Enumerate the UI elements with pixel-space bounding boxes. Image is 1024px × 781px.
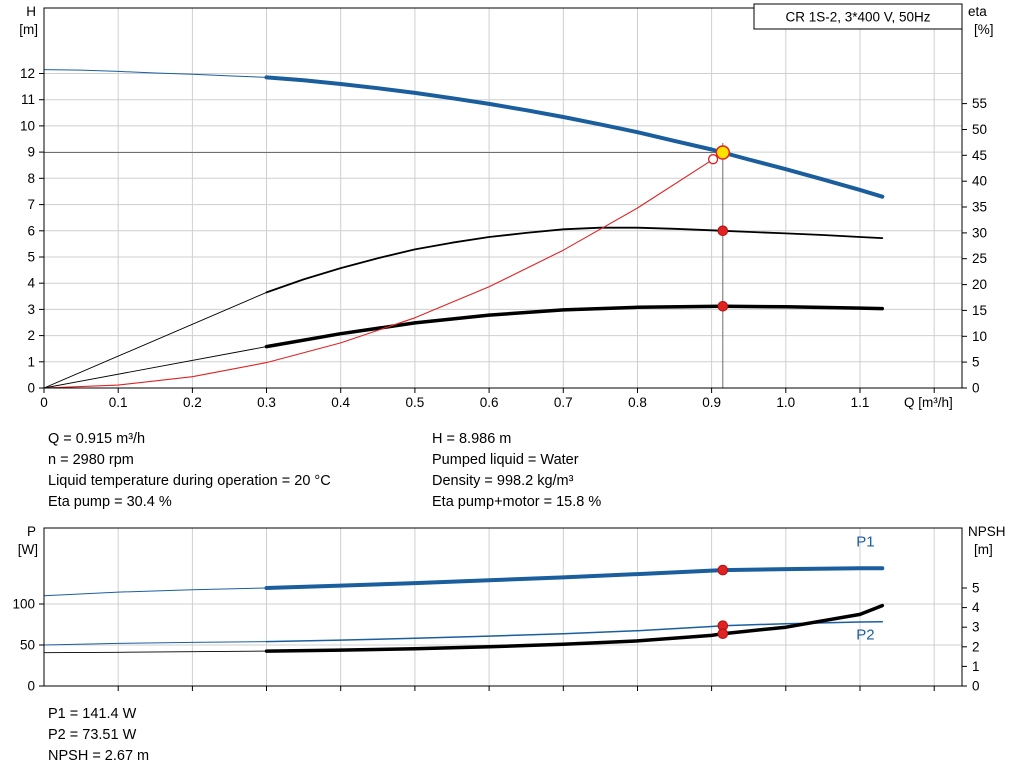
info-q: Q = 0.915 m³/h [48, 431, 146, 447]
y-right-tick-label: 35 [972, 200, 987, 215]
npsh-curve [264, 603, 885, 653]
p2-curve-low-flow [43, 641, 267, 646]
y-left-tick-label: 12 [20, 66, 35, 81]
y-left-tick-label: 100 [12, 597, 35, 612]
hq-eta-chart[interactable]: 0 1 2 3 4 5 6 7 8 9 10 11 12 0 5 10 15 20 25 30 35 40 45 50 55 0 0… [0, 0, 1024, 420]
y-left-tick-label: 0 [27, 679, 35, 694]
system-curve [43, 151, 724, 389]
y-left-axis-unit: [m] [19, 22, 38, 37]
y-right-axis-title: NPSH [968, 524, 1006, 539]
pump-title-box [753, 3, 963, 30]
x-tick-label: 0.2 [183, 395, 202, 410]
x-tick-label: 0.7 [554, 395, 573, 410]
eta-pump-curve [265, 226, 884, 294]
eta-pump-point-marker [717, 225, 729, 237]
y-left-tick-label: 6 [27, 223, 35, 238]
eta-pump-low-flow-line [43, 291, 267, 389]
qh-curve [264, 75, 885, 199]
y-right-tick-label: 30 [972, 225, 987, 240]
y-left-tick-label: 9 [27, 145, 35, 160]
x-axis-title: Q [m³/h] [904, 395, 953, 410]
info-eta-pump-motor: Eta pump+motor = 15.8 % [432, 494, 602, 510]
y-right-tick-label: 20 [972, 277, 987, 292]
eta-motor-point-marker [717, 301, 729, 312]
y-left-tick-label: 0 [27, 381, 35, 396]
y-right-tick-label: 50 [972, 122, 987, 137]
p1-point-marker [717, 564, 729, 576]
x-tick-label: 0.3 [257, 395, 276, 410]
x-tick-label: 0.8 [628, 395, 647, 410]
y-right-axis-unit: [%] [974, 22, 994, 37]
y-right-tick-label: 0 [972, 381, 980, 396]
y-right-tick-label: 3 [972, 620, 980, 635]
y-right-axis-unit: [m] [974, 542, 993, 557]
x-tick-label: 0.6 [480, 395, 499, 410]
x-tick-label: 0.5 [406, 395, 425, 410]
info-p1: P1 = 141.4 W [48, 706, 137, 722]
y-right-axis-title: eta [968, 4, 987, 19]
y-left-axis-title: H [26, 4, 36, 19]
y-left-tick-label: 8 [27, 171, 35, 186]
x-tick-label: 1.0 [776, 395, 795, 410]
y-left-tick-label: 7 [27, 197, 35, 212]
x-tick-label: 0.1 [109, 395, 128, 410]
pump-title: CR 1S-2, 3*400 V, 50Hz [785, 10, 930, 25]
y-left-tick-label: 11 [21, 92, 35, 107]
y-left-axis-title: P [27, 524, 36, 539]
info-density: Density = 998.2 kg/m³ [432, 473, 574, 489]
system-curve-end-marker [707, 154, 719, 165]
y-left-tick-label: 3 [27, 302, 35, 317]
y-left-tick-label: 1 [27, 354, 35, 369]
y-right-tick-label: 4 [972, 600, 980, 615]
power-npsh-chart-svg: 0 50 100 0 1 2 3 4 5 P [W] NPSH [m] P1 P2 [12, 524, 1006, 694]
info-speed: n = 2980 rpm [48, 452, 134, 468]
eta-motor-low-flow-line [43, 346, 267, 389]
series-label-P1: P1 [856, 534, 874, 551]
npsh-curve-low-flow [43, 650, 267, 654]
power-npsh-chart[interactable]: 0 50 100 0 1 2 3 4 5 P [W] NPSH [m] P1 P2 [0, 518, 1024, 698]
x-tick-label: 0.4 [331, 395, 350, 410]
operating-data-panel: Q = 0.915 m³/h n = 2980 rpm Liquid tempe… [48, 429, 601, 513]
info-npsh: NPSH = 2.67 m [48, 748, 150, 764]
plot-frame [43, 7, 963, 389]
info-liquid-temperature: Liquid temperature during operation = 20… [48, 473, 331, 489]
y-right-tick-label: 45 [972, 148, 987, 163]
y-right-tick-label: 5 [972, 355, 980, 370]
y-left-tick-label: 4 [27, 276, 35, 291]
plot-frame [43, 527, 963, 687]
y-right-tick-label: 40 [972, 174, 987, 189]
y-right-tick-label: 5 [972, 581, 980, 596]
info-p2: P2 = 73.51 W [48, 727, 137, 743]
qh-curve-low-flow [43, 69, 267, 78]
y-right-tick-label: 0 [972, 679, 980, 694]
operating-data-left-column: Q = 0.915 m³/h n = 2980 rpm Liquid tempe… [48, 429, 432, 513]
info-eta-pump: Eta pump = 30.4 % [48, 494, 172, 510]
y-right-tick-label: 1 [972, 659, 980, 674]
y-right-tick-label: 2 [972, 639, 980, 654]
y-right-tick-label: 15 [972, 303, 987, 318]
info-pumped-liquid: Pumped liquid = Water [432, 452, 579, 468]
y-right-tick-label: 10 [972, 329, 987, 344]
y-left-tick-label: 2 [27, 328, 35, 343]
x-tick-label: 1.1 [851, 395, 870, 410]
y-right-tick-label: 55 [972, 96, 987, 111]
series-label-P2: P2 [856, 626, 874, 643]
y-left-tick-label: 5 [27, 250, 35, 265]
power-data-panel: P1 = 141.4 W P2 = 73.51 W NPSH = 2.67 m [48, 704, 149, 767]
p1-curve-low-flow [43, 587, 267, 597]
y-left-tick-label: 50 [20, 638, 35, 653]
duty-point-marker[interactable] [715, 145, 731, 160]
y-right-tick-label: 25 [972, 251, 987, 266]
npsh-point-marker [717, 628, 729, 639]
y-left-tick-label: 10 [20, 118, 35, 133]
info-h: H = 8.986 m [432, 431, 512, 447]
operating-data-right-column: H = 8.986 m Pumped liquid = Water Densit… [432, 429, 601, 513]
x-tick-label: 0 [40, 395, 48, 410]
x-tick-label: 0.9 [702, 395, 721, 410]
eta-pump-motor-curve [264, 304, 885, 349]
y-left-axis-unit: [W] [18, 542, 38, 557]
p1-curve [264, 566, 885, 590]
